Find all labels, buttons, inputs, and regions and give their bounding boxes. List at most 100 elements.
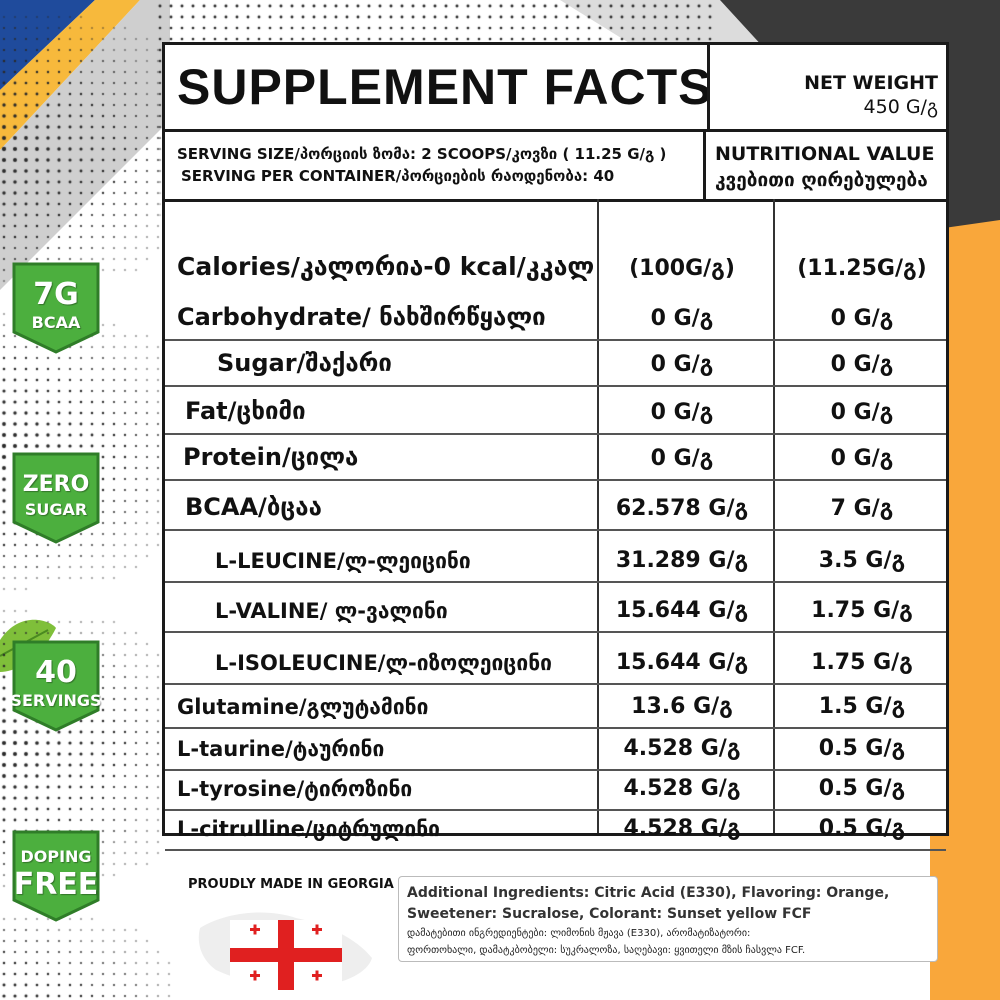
row-divider bbox=[165, 849, 946, 851]
badge-line1: 40 bbox=[35, 655, 77, 690]
additional-ka-line2: ფორთოხალი, დამატკბობელი: სუკრალოზა, საღე… bbox=[407, 945, 806, 956]
row-divider bbox=[165, 581, 946, 583]
value-per-100g: 13.6 G/გ bbox=[631, 694, 733, 719]
badge-servings: 40 SERVINGS bbox=[10, 636, 102, 732]
nutrient-name: Sugar/შაქარი bbox=[217, 349, 392, 377]
table-row: Sugar/შაქარი 0 G/გ 0 G/გ bbox=[165, 341, 946, 381]
georgia-flag-map-icon bbox=[198, 912, 372, 990]
table-row: Carbohydrate/ ნახშირწყალი 0 G/გ 0 G/გ bbox=[165, 295, 946, 335]
value-per-100g: 0 G/გ bbox=[650, 352, 714, 377]
value-per-serving: 0 G/გ bbox=[830, 306, 894, 331]
value-per-serving: 3.5 G/გ bbox=[818, 548, 906, 573]
value-per-100g: 15.644 G/გ bbox=[615, 650, 749, 675]
value-per-100g: 4.528 G/გ bbox=[623, 736, 741, 761]
badge-zero-sugar: ZERO SUGAR bbox=[10, 448, 102, 544]
nutrition-table: Calories/კალორია-0 kcal/კკალ (100G/გ) (11.… bbox=[165, 199, 946, 851]
panel-title: SUPPLEMENT FACTS bbox=[177, 59, 713, 115]
value-per-serving: 1.75 G/გ bbox=[811, 598, 913, 623]
serving-divider bbox=[703, 129, 706, 199]
value-per-100g: 0 G/გ bbox=[650, 306, 714, 331]
value-per-serving: 1.75 G/გ bbox=[811, 650, 913, 675]
row-divider bbox=[165, 479, 946, 481]
table-row: L-tyrosine/ტიროზინი 4.528 G/გ 0.5 G/გ bbox=[165, 765, 946, 805]
value-per-100g: 4.528 G/გ bbox=[623, 776, 741, 801]
badge-doping-free: DOPING FREE bbox=[10, 826, 102, 922]
badge-line2: BCAA bbox=[31, 313, 81, 332]
table-row: Glutamine/გლუტამინი 13.6 G/გ 1.5 G/გ bbox=[165, 683, 946, 723]
value-per-100g: 4.528 G/გ bbox=[623, 816, 741, 841]
value-per-100g: 15.644 G/გ bbox=[615, 598, 749, 623]
row-divider bbox=[165, 433, 946, 435]
header-divider bbox=[707, 45, 710, 129]
serving-size: SERVING SIZE/პორციის ზომა: 2 SCOOPS/კოვზ… bbox=[177, 145, 667, 163]
value-per-100g: (100G/გ) bbox=[629, 256, 735, 281]
value-per-100g: 0 G/გ bbox=[650, 400, 714, 425]
nutritional-value-ka: კვებითი ღირებულება bbox=[715, 169, 928, 191]
value-per-serving: 0 G/გ bbox=[830, 400, 894, 425]
made-in-georgia: PROUDLY MADE IN GEORGIA bbox=[188, 877, 394, 892]
value-per-serving: 7 G/გ bbox=[830, 496, 894, 521]
badge-line2: FREE bbox=[13, 867, 99, 902]
value-per-100g: 62.578 G/გ bbox=[615, 496, 749, 521]
row-divider bbox=[165, 631, 946, 633]
nutritional-value-heading: NUTRITIONAL VALUE კვებითი ღირებულება bbox=[715, 141, 934, 193]
column-divider bbox=[597, 199, 599, 833]
table-row: L-citrulline/ციტრულინი 4.528 G/გ 0.5 G/გ bbox=[165, 805, 946, 845]
nutrient-name: Carbohydrate/ ნახშირწყალი bbox=[177, 303, 546, 331]
table-row: Calories/კალორია-0 kcal/კკალ (100G/გ) (11.… bbox=[165, 245, 946, 285]
row-divider bbox=[165, 339, 946, 341]
badge-line2: SERVINGS bbox=[10, 691, 102, 710]
supplement-facts-panel: SUPPLEMENT FACTS NET WEIGHT 450 G/გ SERV… bbox=[162, 42, 949, 851]
nutrient-name: Protein/ცილა bbox=[183, 443, 359, 471]
row-divider bbox=[165, 769, 946, 771]
row-divider bbox=[165, 385, 946, 387]
nutrient-name: L-citrulline/ციტრულინი bbox=[177, 817, 441, 841]
panel-header: SUPPLEMENT FACTS NET WEIGHT 450 G/გ bbox=[165, 45, 946, 132]
additional-en-line2: Sweetener: Sucralose, Colorant: Sunset y… bbox=[407, 906, 812, 922]
table-row: BCAA/ბცაა 62.578 G/გ 7 G/გ bbox=[165, 485, 946, 525]
column-divider bbox=[773, 199, 775, 833]
value-per-serving: 1.5 G/გ bbox=[818, 694, 906, 719]
table-row: Fat/ცხიმი 0 G/გ 0 G/გ bbox=[165, 389, 946, 429]
value-per-serving: 0.5 G/გ bbox=[818, 816, 906, 841]
nutrient-name: Calories/კალორია-0 kcal/კკალ bbox=[177, 252, 595, 281]
value-per-serving: 0.5 G/გ bbox=[818, 776, 906, 801]
nutrient-name: Fat/ცხიმი bbox=[185, 397, 306, 425]
table-row: L-ISOLEUCINE/ლ-იზოლეიცინი 15.644 G/გ 1.75 … bbox=[165, 639, 946, 679]
nutrient-name: Glutamine/გლუტამინი bbox=[177, 695, 429, 719]
net-weight: NET WEIGHT 450 G/გ bbox=[804, 71, 938, 119]
badge-shield-icon bbox=[12, 640, 100, 732]
nutrient-name: L-VALINE/ ლ-ვალინი bbox=[215, 599, 448, 623]
row-divider bbox=[165, 683, 946, 685]
nutrient-name: L-ISOLEUCINE/ლ-იზოლეიცინი bbox=[215, 651, 552, 675]
nutrient-name: L-taurine/ტაურინი bbox=[177, 737, 385, 761]
value-per-serving: (11.25G/გ) bbox=[797, 256, 927, 281]
nutrient-name: BCAA/ბცაა bbox=[185, 493, 322, 521]
badge-line1: DOPING bbox=[20, 847, 92, 866]
badge-shield-icon bbox=[12, 262, 100, 354]
serving-per-container: SERVING PER CONTAINER/პორციების რაოდენობ… bbox=[181, 167, 615, 185]
badge-line1: 7G bbox=[33, 277, 79, 312]
net-weight-label: NET WEIGHT bbox=[804, 72, 938, 94]
badge-bcaa: 7G BCAA bbox=[10, 258, 102, 354]
row-divider bbox=[165, 529, 946, 531]
value-per-serving: 0 G/გ bbox=[830, 352, 894, 377]
value-per-serving: 0.5 G/გ bbox=[818, 736, 906, 761]
row-divider bbox=[165, 727, 946, 729]
badge-shield-icon bbox=[12, 830, 100, 922]
nutrient-name: L-tyrosine/ტიროზინი bbox=[177, 777, 413, 801]
net-weight-value: 450 G/გ bbox=[863, 96, 938, 118]
additional-ka-line1: დამატებითი ინგრედიენტები: ლიმონის მჟავა … bbox=[407, 928, 751, 939]
value-per-100g: 31.289 G/გ bbox=[615, 548, 749, 573]
table-row: L-LEUCINE/ლ-ლეიცინი 31.289 G/გ 3.5 G/გ bbox=[165, 537, 946, 577]
additional-ingredients: Additional Ingredients: Citric Acid (E33… bbox=[398, 876, 938, 962]
table-row: L-taurine/ტაურინი 4.528 G/გ 0.5 G/გ bbox=[165, 725, 946, 765]
table-row: Protein/ცილა 0 G/გ 0 G/გ bbox=[165, 435, 946, 475]
badge-shield-icon bbox=[12, 452, 100, 544]
additional-en-line1: Additional Ingredients: Citric Acid (E33… bbox=[407, 885, 890, 901]
table-row: L-VALINE/ ლ-ვალინი 15.644 G/გ 1.75 G/გ bbox=[165, 587, 946, 627]
serving-info: SERVING SIZE/პორციის ზომა: 2 SCOOPS/კოვზ… bbox=[165, 129, 946, 202]
nutrient-name: L-LEUCINE/ლ-ლეიცინი bbox=[215, 549, 471, 573]
row-divider bbox=[165, 809, 946, 811]
badge-line1: ZERO bbox=[22, 472, 90, 497]
